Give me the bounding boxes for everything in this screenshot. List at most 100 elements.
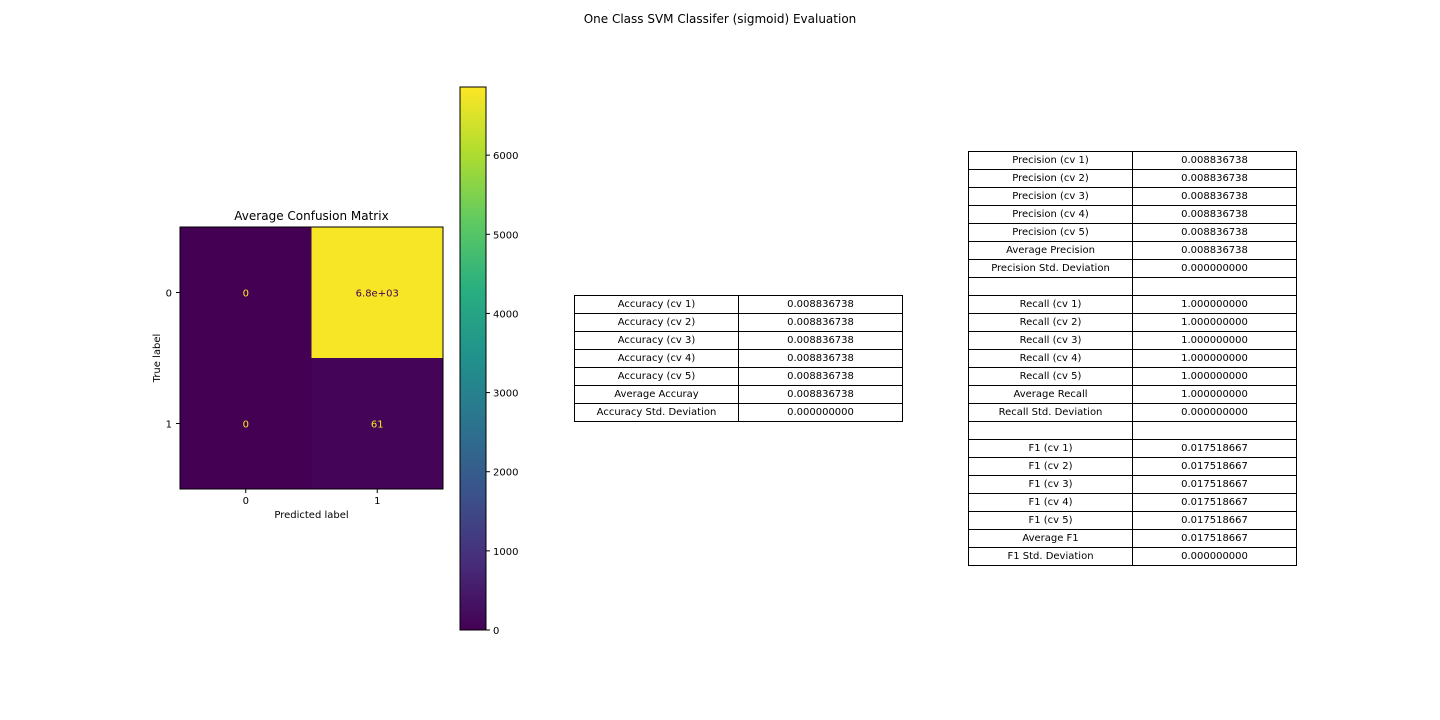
metric-value-cell: 1.000000000 <box>1132 313 1297 332</box>
heatmap-cell <box>311 227 443 358</box>
metrics-table-row: Precision Std. Deviation 0.000000000 <box>968 259 1297 278</box>
metric-name-cell: F1 (cv 4) <box>968 493 1133 512</box>
metrics-table-row: F1 (cv 2) 0.017518667 <box>968 457 1297 476</box>
metric-name-cell: Average Recall <box>968 385 1133 404</box>
metrics-table-row: Recall (cv 3) 1.000000000 <box>968 331 1297 350</box>
metric-value-cell: 1.000000000 <box>1132 367 1297 386</box>
x-axis-label: Predicted label <box>274 510 348 521</box>
colorbar-gradient <box>460 87 486 630</box>
metric-value-cell: 1.000000000 <box>1132 331 1297 350</box>
heatmap-cell <box>311 358 443 489</box>
metric-value-cell: 0.000000000 <box>1132 259 1297 278</box>
metric-name-cell: Precision (cv 1) <box>968 151 1133 170</box>
metrics-table-row: Precision (cv 4) 0.008836738 <box>968 205 1297 224</box>
x-tick-label: 1 <box>374 496 380 507</box>
metrics-table-row: Recall (cv 2) 1.000000000 <box>968 313 1297 332</box>
metric-value-cell: 0.008836738 <box>1132 223 1297 242</box>
metrics-table-row: F1 (cv 5) 0.017518667 <box>968 511 1297 530</box>
metric-value-cell <box>1132 277 1297 296</box>
metric-value-cell: 0.008836738 <box>738 385 903 404</box>
accuracy-table-row: Accuracy (cv 5) 0.008836738 <box>574 367 903 386</box>
metric-value-cell: 1.000000000 <box>1132 385 1297 404</box>
accuracy-table: Accuracy (cv 1) 0.008836738 Accuracy (cv 2… <box>574 295 903 422</box>
metric-value-cell: 0.008836738 <box>1132 241 1297 260</box>
metric-name-cell: Accuracy Std. Deviation <box>574 403 739 422</box>
accuracy-table-row: Accuracy (cv 4) 0.008836738 <box>574 349 903 368</box>
colorbar-tick-label: 0 <box>493 626 499 637</box>
metric-name-cell: Recall (cv 1) <box>968 295 1133 314</box>
metric-name-cell <box>968 277 1133 296</box>
metrics-table-row: F1 (cv 1) 0.017518667 <box>968 439 1297 458</box>
metric-name-cell: Recall (cv 3) <box>968 331 1133 350</box>
figure-title: One Class SVM Classifer (sigmoid) Evalua… <box>583 12 857 26</box>
colorbar-tick-label: 5000 <box>493 230 518 241</box>
confusion-matrix-chart: 0 6.8e+03 0 61 Average Confusion Matrix 0 1 0 1 P… <box>152 86 518 637</box>
metric-name-cell: Precision (cv 5) <box>968 223 1133 242</box>
metric-name-cell: Average Precision <box>968 241 1133 260</box>
metric-value-cell: 0.000000000 <box>738 403 903 422</box>
metrics-table-row: F1 (cv 3) 0.017518667 <box>968 475 1297 494</box>
metric-value-cell: 0.008836738 <box>1132 187 1297 206</box>
metric-value-cell: 0.017518667 <box>1132 475 1297 494</box>
metrics-table-row <box>968 277 1297 296</box>
confusion-matrix-title: Average Confusion Matrix <box>234 209 388 223</box>
metrics-table-row: Recall (cv 5) 1.000000000 <box>968 367 1297 386</box>
accuracy-table-row: Average Accuray 0.008836738 <box>574 385 903 404</box>
metric-name-cell: Accuracy (cv 2) <box>574 313 739 332</box>
metric-value-cell: 0.008836738 <box>738 295 903 314</box>
heatmap-frame <box>179 226 444 490</box>
metric-value-cell <box>1132 421 1297 440</box>
metrics-table-row: Precision (cv 3) 0.008836738 <box>968 187 1297 206</box>
metric-name-cell: Recall (cv 2) <box>968 313 1133 332</box>
colorbar-tick-label: 3000 <box>493 389 518 400</box>
metrics-table-row: F1 Std. Deviation 0.000000000 <box>968 547 1297 566</box>
metric-name-cell: Recall (cv 5) <box>968 367 1133 386</box>
metrics-table-row <box>968 421 1297 440</box>
metric-value-cell: 0.008836738 <box>1132 169 1297 188</box>
metric-name-cell: Accuracy (cv 3) <box>574 331 739 350</box>
y-axis-label: True label <box>152 334 163 384</box>
metrics-table-row: Average Recall 1.000000000 <box>968 385 1297 404</box>
metrics-table-row: Precision (cv 2) 0.008836738 <box>968 169 1297 188</box>
cell-value-label: 0 <box>243 420 249 431</box>
cell-value-label: 0 <box>243 289 249 300</box>
metric-value-cell: 0.008836738 <box>738 367 903 386</box>
metrics-table-row: F1 (cv 4) 0.017518667 <box>968 493 1297 512</box>
metrics-table-row: Average Precision 0.008836738 <box>968 241 1297 260</box>
metrics-table-row: Precision (cv 1) 0.008836738 <box>968 151 1297 170</box>
metric-value-cell: 0.008836738 <box>1132 151 1297 170</box>
metric-value-cell: 0.008836738 <box>1132 205 1297 224</box>
x-tick-label: 0 <box>243 496 249 507</box>
metric-name-cell: Accuracy (cv 4) <box>574 349 739 368</box>
metric-value-cell: 1.000000000 <box>1132 349 1297 368</box>
metric-name-cell: F1 (cv 1) <box>968 439 1133 458</box>
metric-value-cell: 0.017518667 <box>1132 529 1297 548</box>
metric-name-cell <box>968 421 1133 440</box>
metric-name-cell: Recall Std. Deviation <box>968 403 1133 422</box>
metric-value-cell: 0.000000000 <box>1132 403 1297 422</box>
metrics-table-row: Recall (cv 4) 1.000000000 <box>968 349 1297 368</box>
colorbar-frame <box>459 86 487 631</box>
metric-value-cell: 0.017518667 <box>1132 493 1297 512</box>
metrics-table-row: Recall (cv 1) 1.000000000 <box>968 295 1297 314</box>
metric-value-cell: 0.017518667 <box>1132 439 1297 458</box>
accuracy-table-row: Accuracy (cv 1) 0.008836738 <box>574 295 903 314</box>
accuracy-table-row: Accuracy (cv 2) 0.008836738 <box>574 313 903 332</box>
metric-name-cell: Precision (cv 4) <box>968 205 1133 224</box>
colorbar-tick-label: 6000 <box>493 151 518 162</box>
heatmap-cell <box>180 227 312 358</box>
metric-value-cell: 0.017518667 <box>1132 511 1297 530</box>
metric-name-cell: Accuracy (cv 5) <box>574 367 739 386</box>
metric-name-cell: F1 (cv 5) <box>968 511 1133 530</box>
metric-name-cell: Average Accuray <box>574 385 739 404</box>
metrics-table-row: Recall Std. Deviation 0.000000000 <box>968 403 1297 422</box>
metric-name-cell: Average F1 <box>968 529 1133 548</box>
metric-value-cell: 0.008836738 <box>738 313 903 332</box>
metric-name-cell: F1 Std. Deviation <box>968 547 1133 566</box>
precision-recall-f1-table: Precision (cv 1) 0.008836738 Precision (cv… <box>968 151 1297 566</box>
metric-name-cell: Precision (cv 3) <box>968 187 1133 206</box>
heatmap-cell <box>180 358 312 489</box>
metrics-table-row: Average F1 0.017518667 <box>968 529 1297 548</box>
metric-name-cell: F1 (cv 2) <box>968 457 1133 476</box>
metric-value-cell: 1.000000000 <box>1132 295 1297 314</box>
